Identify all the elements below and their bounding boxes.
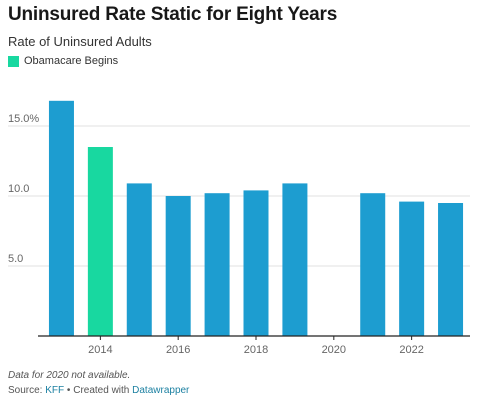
footer-note: Data for 2020 not available. xyxy=(8,370,131,381)
x-tick-label: 2020 xyxy=(322,344,346,356)
chart-subtitle: Rate of Uninsured Adults xyxy=(8,34,152,49)
chart-title: Uninsured Rate Static for Eight Years xyxy=(8,4,338,25)
bar-2014 xyxy=(87,147,113,336)
bar-2021 xyxy=(360,193,386,336)
x-tick-label: 2016 xyxy=(166,344,190,356)
y-tick-label: 15.0% xyxy=(8,113,39,125)
created-with-text: Created with xyxy=(73,385,130,396)
footer-source: Source: KFF • Created with Datawrapper xyxy=(8,383,189,398)
bar-2022 xyxy=(399,201,425,336)
datawrapper-link[interactable]: Datawrapper xyxy=(132,385,190,396)
y-tick-label: 10.0 xyxy=(8,183,29,195)
footer-notes: Data for 2020 not available. Source: KFF… xyxy=(8,368,189,398)
x-tick-label: 2014 xyxy=(88,344,112,356)
bar-2018 xyxy=(243,190,269,336)
separator: • xyxy=(66,385,71,396)
x-tick-label: 2022 xyxy=(399,344,423,356)
bar-2015 xyxy=(126,183,152,336)
source-prefix: Source: xyxy=(8,385,43,396)
bar-chart: 5.0 10.0 15.0% 2014 2016 2018 2020 2022 xyxy=(8,100,470,356)
y-tick-label: 5.0 xyxy=(8,253,23,265)
legend-label: Obamacare Begins xyxy=(24,55,119,67)
x-tick-label: 2018 xyxy=(244,344,268,356)
source-link[interactable]: KFF xyxy=(45,385,65,396)
legend-swatch xyxy=(8,55,19,67)
bar-2019 xyxy=(282,183,308,336)
bar-2013 xyxy=(48,100,74,336)
bar-2016 xyxy=(165,196,191,336)
bar-2017 xyxy=(204,193,230,336)
legend: Obamacare Begins xyxy=(8,55,118,67)
bar-2023 xyxy=(438,203,464,336)
